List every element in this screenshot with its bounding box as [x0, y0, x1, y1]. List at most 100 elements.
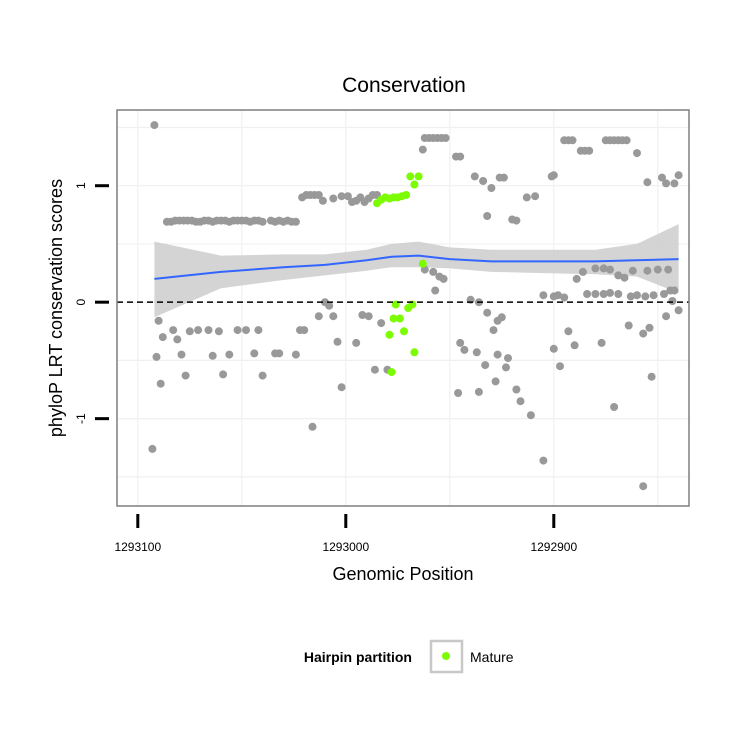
- x-axis-title: Genomic Position: [332, 564, 473, 584]
- data-point: [214, 327, 223, 336]
- data-point: [508, 215, 517, 224]
- data-point: [591, 290, 600, 298]
- data-point: [597, 338, 606, 347]
- data-point: [479, 177, 488, 185]
- series-mature: [373, 172, 427, 377]
- data-point: [250, 349, 259, 358]
- data-point: [572, 274, 581, 283]
- data-point: [610, 403, 619, 411]
- data-point: [177, 350, 186, 359]
- data-point: [568, 136, 577, 145]
- data-point: [254, 326, 263, 335]
- data-point: [483, 212, 492, 220]
- data-point: [622, 136, 631, 145]
- data-point: [668, 297, 677, 305]
- data-point: [660, 290, 668, 298]
- legend-label-mature: Mature: [470, 649, 514, 665]
- data-point: [499, 173, 508, 182]
- grid-lines: [117, 110, 689, 506]
- data-point: [560, 293, 569, 302]
- data-point: [491, 377, 500, 386]
- y-tick-label: 1: [74, 182, 88, 189]
- data-point: [308, 422, 317, 431]
- data-point: [470, 172, 479, 181]
- data-point: [150, 121, 159, 130]
- data-point: [300, 326, 309, 335]
- chart-title: Conservation: [342, 74, 466, 97]
- data-point: [564, 327, 573, 336]
- y-axis-title: phyloP LRT conservation scores: [46, 179, 66, 437]
- legend: Hairpin partition Mature: [304, 639, 514, 674]
- data-point: [429, 267, 438, 276]
- data-point: [242, 326, 250, 335]
- data-point: [633, 149, 641, 158]
- data-point: [258, 217, 267, 226]
- data-point: [639, 329, 648, 338]
- data-point: [208, 351, 217, 360]
- data-point-mature: [410, 348, 419, 357]
- data-point: [591, 264, 600, 273]
- data-point: [291, 217, 300, 226]
- data-point: [526, 411, 535, 420]
- smooth-layer: [154, 254, 679, 280]
- data-point: [169, 326, 178, 335]
- data-point: [329, 312, 338, 321]
- series-other: [148, 121, 683, 491]
- data-point-mature: [400, 327, 408, 336]
- data-point: [522, 193, 531, 202]
- data-point: [674, 171, 683, 180]
- data-point: [148, 444, 157, 453]
- data-point: [329, 194, 338, 203]
- data-point: [512, 385, 521, 394]
- data-point: [549, 344, 558, 353]
- data-point: [314, 191, 323, 199]
- data-point-mature: [414, 172, 423, 181]
- data-point: [502, 363, 510, 372]
- data-point: [154, 316, 163, 325]
- data-point: [481, 361, 490, 370]
- data-point: [670, 179, 679, 188]
- plot-panel: [116, 109, 690, 507]
- y-tick-label: 0: [74, 299, 88, 306]
- data-point: [358, 311, 367, 319]
- data-point: [493, 350, 502, 359]
- legend-key-mature: [442, 652, 450, 660]
- data-point: [599, 290, 608, 298]
- data-point: [456, 152, 465, 161]
- data-point: [649, 291, 658, 300]
- data-point: [585, 146, 594, 155]
- axes: 1293100 1293000 1292900 -1 0 1: [74, 182, 577, 554]
- data-point: [441, 134, 450, 142]
- data-point: [314, 312, 323, 321]
- data-point: [333, 337, 342, 346]
- data-point: [554, 291, 562, 300]
- data-point: [343, 192, 352, 201]
- data-point-mature: [389, 314, 398, 323]
- data-point: [181, 371, 190, 380]
- data-point: [370, 365, 379, 374]
- panel-border: [116, 109, 690, 507]
- data-point: [418, 145, 427, 154]
- x-tick-label: 1292900: [530, 540, 577, 554]
- data-point: [325, 301, 334, 310]
- data-point-mature: [402, 191, 411, 199]
- data-point: [233, 326, 242, 335]
- data-point-mature: [406, 172, 415, 181]
- data-point: [549, 171, 558, 180]
- data-point: [578, 267, 587, 276]
- confidence-band: [154, 224, 679, 318]
- data-point: [456, 338, 465, 347]
- y-tick-label: -1: [74, 413, 88, 424]
- data-point: [504, 354, 512, 363]
- data-point-mature: [387, 368, 396, 377]
- data-point: [639, 482, 648, 491]
- data-point: [337, 383, 346, 392]
- data-point: [662, 312, 671, 321]
- data-point: [173, 335, 182, 344]
- data-point: [258, 371, 267, 380]
- data-point: [225, 350, 234, 359]
- data-point-mature: [385, 330, 394, 339]
- data-point: [599, 264, 608, 273]
- data-point: [647, 372, 656, 381]
- data-point: [674, 306, 683, 315]
